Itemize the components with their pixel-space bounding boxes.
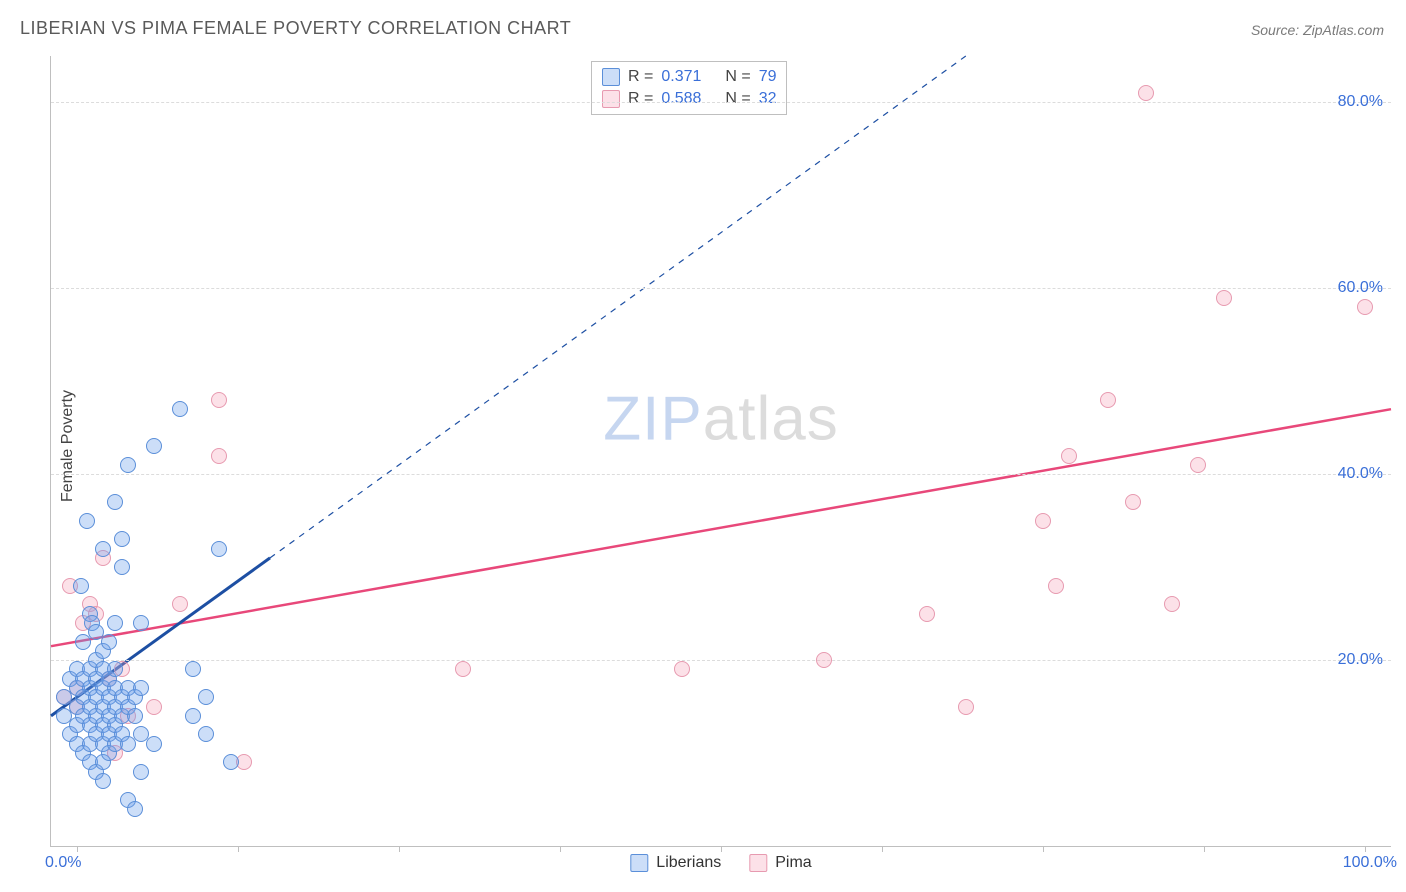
legend-stats-box: R = 0.371 N = 79 R = 0.588 N = 32 — [591, 61, 787, 115]
point-pima — [816, 652, 832, 668]
x-tick — [399, 846, 400, 852]
point-liberians — [133, 764, 149, 780]
legend-swatch — [630, 854, 648, 872]
point-liberians — [101, 634, 117, 650]
x-max-label: 100.0% — [1343, 854, 1397, 872]
point-liberians — [107, 615, 123, 631]
trend-line — [270, 56, 966, 558]
point-pima — [1164, 596, 1180, 612]
point-pima — [674, 661, 690, 677]
x-tick — [1204, 846, 1205, 852]
gridline — [51, 474, 1391, 475]
point-pima — [146, 699, 162, 715]
point-liberians — [95, 541, 111, 557]
x-min-label: 0.0% — [45, 854, 81, 872]
gridline — [51, 660, 1391, 661]
legend-stats-row: R = 0.588 N = 32 — [602, 88, 776, 110]
point-pima — [172, 596, 188, 612]
legend-item: Liberians — [630, 854, 721, 872]
legend-swatch — [602, 90, 620, 108]
trend-line — [51, 409, 1391, 646]
trend-lines — [51, 56, 1391, 846]
n-label: N = — [725, 90, 750, 108]
point-pima — [1100, 392, 1116, 408]
gridline — [51, 102, 1391, 103]
r-value: 0.588 — [661, 90, 717, 108]
x-tick — [882, 846, 883, 852]
point-liberians — [198, 689, 214, 705]
point-liberians — [223, 754, 239, 770]
point-liberians — [211, 541, 227, 557]
legend-item: Pima — [749, 854, 811, 872]
x-tick — [77, 846, 78, 852]
point-pima — [919, 606, 935, 622]
point-pima — [211, 392, 227, 408]
point-pima — [1048, 578, 1064, 594]
point-pima — [1138, 85, 1154, 101]
plot-area: ZIPatlas R =0.371N =79R =0.588N =32 Libe… — [50, 56, 1391, 847]
point-pima — [1035, 513, 1051, 529]
y-tick-label: 20.0% — [1338, 651, 1383, 669]
point-pima — [1125, 494, 1141, 510]
n-value: 32 — [759, 90, 777, 108]
chart-title: LIBERIAN VS PIMA FEMALE POVERTY CORRELAT… — [20, 18, 571, 39]
n-label: N = — [725, 68, 750, 86]
legend-swatch — [749, 854, 767, 872]
point-pima — [1357, 299, 1373, 315]
x-tick — [1365, 846, 1366, 852]
point-liberians — [146, 736, 162, 752]
point-pima — [1061, 448, 1077, 464]
n-value: 79 — [759, 68, 777, 86]
r-value: 0.371 — [661, 68, 717, 86]
legend-swatch — [602, 68, 620, 86]
point-liberians — [107, 661, 123, 677]
r-label: R = — [628, 90, 653, 108]
y-tick-label: 80.0% — [1338, 93, 1383, 111]
point-pima — [1216, 290, 1232, 306]
y-tick-label: 60.0% — [1338, 279, 1383, 297]
x-tick — [1043, 846, 1044, 852]
point-pima — [1190, 457, 1206, 473]
point-liberians — [79, 513, 95, 529]
y-tick-label: 40.0% — [1338, 465, 1383, 483]
point-pima — [211, 448, 227, 464]
x-tick — [238, 846, 239, 852]
point-liberians — [127, 708, 143, 724]
point-liberians — [133, 615, 149, 631]
point-liberians — [133, 680, 149, 696]
source-label: Source: ZipAtlas.com — [1251, 22, 1384, 38]
point-liberians — [172, 401, 188, 417]
point-liberians — [73, 578, 89, 594]
point-liberians — [114, 531, 130, 547]
point-liberians — [185, 708, 201, 724]
point-pima — [958, 699, 974, 715]
point-liberians — [120, 457, 136, 473]
legend-stats-row: R = 0.371 N = 79 — [602, 66, 776, 88]
point-liberians — [185, 661, 201, 677]
legend-series: Liberians Pima — [630, 854, 811, 872]
legend-label: Liberians — [656, 854, 721, 872]
gridline — [51, 288, 1391, 289]
r-label: R = — [628, 68, 653, 86]
point-liberians — [146, 438, 162, 454]
x-tick — [560, 846, 561, 852]
point-liberians — [107, 494, 123, 510]
point-liberians — [198, 726, 214, 742]
x-tick — [721, 846, 722, 852]
legend-label: Pima — [775, 854, 811, 872]
point-liberians — [95, 773, 111, 789]
point-liberians — [127, 801, 143, 817]
point-pima — [455, 661, 471, 677]
point-liberians — [114, 559, 130, 575]
